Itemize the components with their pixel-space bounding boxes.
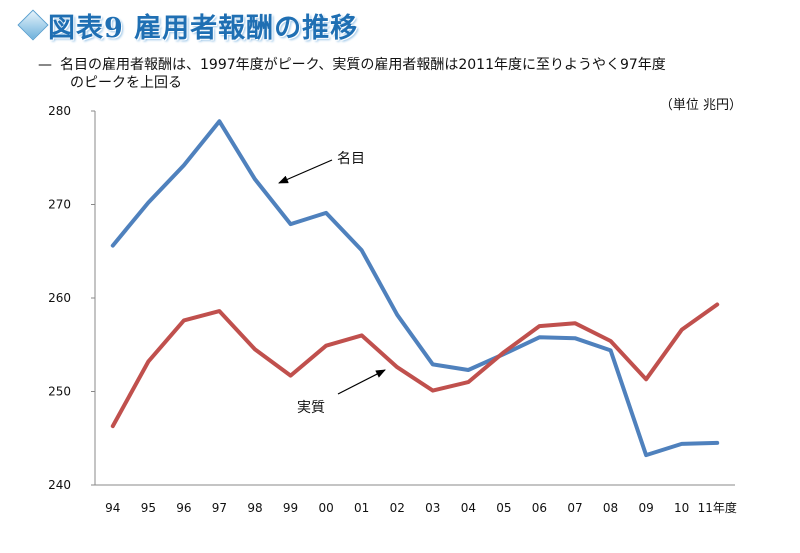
x-tick-label: 96: [176, 501, 191, 515]
x-tick-label: 11年度: [698, 500, 737, 515]
y-tick-label: 260: [48, 291, 71, 305]
subtitle-dash: —: [38, 57, 52, 73]
series-line-real: [110, 302, 720, 429]
y-tick-label: 250: [48, 385, 71, 399]
x-tick-label: 07: [567, 501, 582, 515]
y-tick-label: 270: [48, 198, 71, 212]
x-tick-label: 98: [247, 501, 262, 515]
x-tick-label: 08: [603, 501, 618, 515]
x-tick-label: 00: [318, 501, 333, 515]
x-tick-label: 94: [105, 501, 120, 515]
x-tick-label: 04: [461, 501, 476, 515]
x-tick-label: 95: [141, 501, 156, 515]
x-tick-label: 05: [496, 501, 511, 515]
annotation-label-real: 実質: [297, 400, 325, 416]
x-tick-label: 09: [638, 501, 653, 515]
x-tick-label: 02: [390, 501, 405, 515]
subtitle-line-2: のピークを上回る: [70, 75, 182, 91]
unit-label: （単位 兆円）: [659, 98, 742, 113]
subtitle-line-1: 名目の雇用者報酬は、1997年度がピーク、実質の雇用者報酬は2011年度に至りよ…: [60, 57, 666, 73]
x-tick-label: 97: [212, 501, 227, 515]
x-tick-label: 06: [532, 501, 547, 515]
annotation-arrow-real: [337, 369, 386, 395]
series-line-nominal: [110, 119, 720, 458]
subtitle: — 名目の雇用者報酬は、1997年度がピーク、実質の雇用者報酬は2011年度に至り…: [38, 56, 778, 92]
page-title: 図表9 雇用者報酬の推移: [48, 13, 359, 44]
x-tick-label: 03: [425, 501, 440, 515]
x-tick-label: 99: [283, 501, 298, 515]
annotation-label-nominal: 名目: [337, 151, 365, 167]
y-tick-label: 240: [48, 478, 71, 492]
x-tick-label: 01: [354, 501, 369, 515]
x-tick-label: 10: [674, 501, 689, 515]
annotation-arrow-nominal: [278, 159, 333, 184]
y-tick-label: 280: [48, 104, 71, 118]
